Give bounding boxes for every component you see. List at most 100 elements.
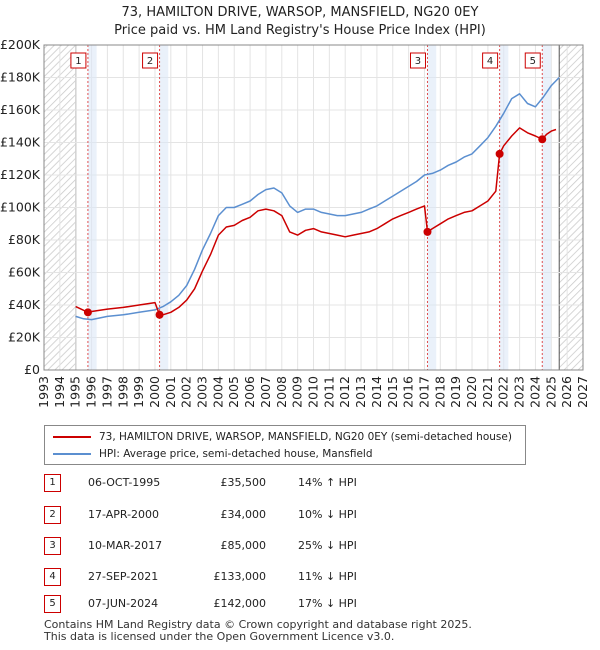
- sale-price: £133,000: [213, 570, 267, 583]
- plot-border: [43, 44, 584, 371]
- x-tick-label: 2020: [464, 376, 479, 408]
- table-row: 4 27-SEP-2021 £133,000 11% ↓ HPI: [44, 567, 444, 587]
- legend-swatch-hpi: [53, 453, 91, 455]
- x-tick-label: 2009: [290, 376, 305, 408]
- x-tick-label: 1999: [131, 376, 146, 408]
- table-row: 3 10-MAR-2017 £85,000 25% ↓ HPI: [44, 536, 444, 556]
- sale-date: 27-SEP-2021: [88, 570, 159, 583]
- sale-shade: [542, 45, 551, 370]
- sale-shade: [427, 45, 437, 370]
- table-row: 5 07-JUN-2024 £142,000 17% ↓ HPI: [44, 594, 444, 614]
- sale-marker-box: [409, 52, 426, 69]
- x-tick-label: 2005: [226, 376, 241, 408]
- sale-price: £85,000: [220, 539, 267, 552]
- x-tick-label: 2003: [195, 376, 210, 408]
- x-tick-label: 1996: [84, 376, 99, 408]
- sale-marker-box: [524, 52, 541, 69]
- y-tick-label: £80K: [8, 232, 41, 247]
- sale-point: [495, 149, 504, 158]
- legend-swatch-property: [53, 436, 91, 438]
- x-tick-label: 2011: [321, 376, 336, 408]
- x-tick-label: 2015: [385, 376, 400, 408]
- legend: 73, HAMILTON DRIVE, WARSOP, MANSFIELD, N…: [44, 425, 526, 465]
- sale-shades: [87, 45, 551, 370]
- sale-marker-box: [482, 52, 499, 69]
- x-tick-label: 2023: [512, 376, 527, 408]
- property-line: [75, 127, 557, 316]
- y-tick-label: £180K: [0, 70, 41, 85]
- y-tick-label: £140K: [0, 135, 41, 150]
- sale-date: 17-APR-2000: [88, 508, 160, 521]
- series-lines: [75, 76, 560, 321]
- sale-price: £34,000: [220, 508, 267, 521]
- x-tick-label: 2000: [147, 376, 162, 408]
- sale-price: £35,500: [220, 476, 267, 489]
- sale-marker-label: 1: [75, 56, 81, 67]
- x-tick-label: 2025: [543, 376, 558, 408]
- y-tick-label: £60K: [8, 265, 41, 280]
- y-tick-label: £0: [24, 362, 40, 377]
- sale-date: 07-JUN-2024: [88, 597, 159, 610]
- y-tick-label: £20K: [8, 330, 41, 345]
- sale-marker-box: [70, 52, 87, 69]
- x-tick-label: 2027: [575, 376, 590, 408]
- sale-marker-box: [142, 52, 159, 69]
- x-tick-label: 2014: [369, 376, 384, 408]
- x-tick-label: 2002: [179, 376, 194, 408]
- x-tick-label: 2024: [527, 376, 542, 408]
- sale-point: [423, 227, 432, 236]
- sale-point: [538, 135, 547, 144]
- x-tick-label: 2016: [401, 376, 416, 408]
- sale-number: 5: [44, 595, 61, 613]
- x-tick-label: 1993: [36, 376, 51, 408]
- x-tick-label: 2012: [337, 376, 352, 408]
- y-tick-label: £100K: [0, 200, 41, 215]
- y-tick-label: £40K: [8, 297, 41, 312]
- sale-date: 06-OCT-1995: [88, 476, 161, 489]
- sale-point: [155, 310, 164, 319]
- x-tick-label: 2022: [496, 376, 511, 408]
- sale-number: 3: [44, 537, 61, 555]
- y-tick-label: £120K: [0, 167, 41, 182]
- sale-number: 1: [44, 474, 61, 492]
- y-tick-label: £200K: [0, 37, 41, 52]
- table-row: 2 17-APR-2000 £34,000 10% ↓ HPI: [44, 505, 444, 525]
- sale-number: 4: [44, 568, 61, 586]
- x-tick-label: 1995: [68, 376, 83, 408]
- title-line-1: 73, HAMILTON DRIVE, WARSOP, MANSFIELD, N…: [121, 5, 479, 20]
- footer: Contains HM Land Registry data © Crown c…: [44, 619, 472, 643]
- x-tick-label: 1998: [115, 376, 130, 408]
- sale-marker-label: 2: [147, 56, 153, 67]
- sale-marker-label: 5: [530, 56, 536, 67]
- sale-hpi-diff: 14% ↑ HPI: [298, 476, 357, 489]
- sale-shade: [499, 45, 509, 370]
- sale-points: [83, 135, 547, 319]
- chart-title: 73, HAMILTON DRIVE, WARSOP, MANSFIELD, N…: [0, 4, 600, 40]
- x-tick-label: 2004: [210, 376, 225, 408]
- sale-hpi-diff: 10% ↓ HPI: [298, 508, 357, 521]
- hpi-line: [75, 76, 560, 321]
- sale-price: £142,000: [213, 597, 267, 610]
- sale-date: 10-MAR-2017: [88, 539, 163, 552]
- y-axis-ticks: £0 £20K £40K £60K £80K £100K £120K £140K £160K £1…: [0, 37, 41, 377]
- legend-item-property: 73, HAMILTON DRIVE, WARSOP, MANSFIELD, N…: [53, 429, 512, 445]
- table-row: 1 06-OCT-1995 £35,500 14% ↑ HPI: [44, 473, 444, 493]
- x-tick-label: 2006: [242, 376, 257, 408]
- x-tick-label: 2007: [258, 376, 273, 408]
- legend-label-hpi: HPI: Average price, semi-detached house,…: [99, 448, 373, 460]
- x-tick-label: 1997: [99, 376, 114, 408]
- sale-number: 2: [44, 506, 61, 524]
- x-tick-label: 2008: [274, 376, 289, 408]
- x-tick-label: 2010: [306, 376, 321, 408]
- x-axis-ticks: 1993 1994 1995 1996 1997 1998 1999 2000 2001 2002…: [36, 44, 590, 408]
- y-tick-label: £160K: [0, 102, 41, 117]
- footer-line-1: Contains HM Land Registry data © Crown c…: [44, 618, 472, 631]
- x-tick-label: 2021: [480, 376, 495, 408]
- sale-markers: 1 2 3 4 5: [70, 52, 541, 69]
- sale-hpi-diff: 17% ↓ HPI: [298, 597, 357, 610]
- sale-point: [83, 308, 92, 317]
- x-tick-label: 2018: [432, 376, 447, 408]
- footer-line-2: This data is licensed under the Open Gov…: [44, 630, 395, 643]
- sale-hpi-diff: 11% ↓ HPI: [298, 570, 357, 583]
